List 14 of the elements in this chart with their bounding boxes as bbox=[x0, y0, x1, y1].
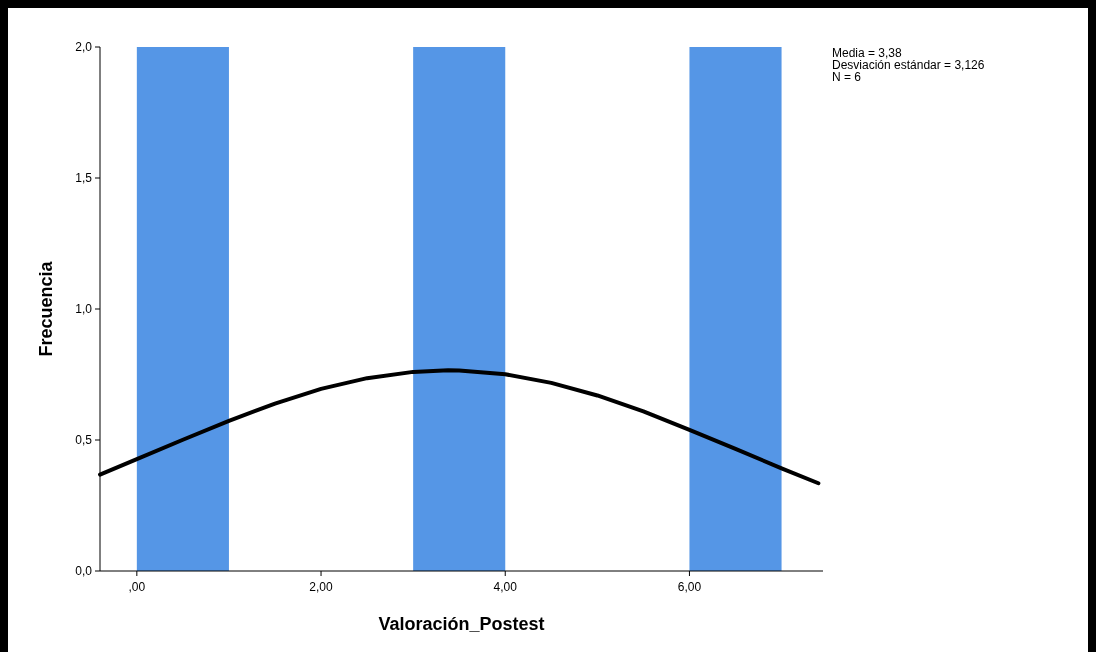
y-axis-title: Frecuencia bbox=[36, 260, 56, 357]
y-tick-label: 2,0 bbox=[75, 40, 93, 55]
y-tick-label: 1,0 bbox=[75, 302, 93, 317]
x-tick-label: 2,00 bbox=[309, 580, 334, 594]
x-tick-label: ,00 bbox=[128, 580, 146, 594]
x-tick-label: 6,00 bbox=[677, 580, 702, 594]
y-tick-label: 1,5 bbox=[75, 171, 93, 186]
x-tick-label: 4,00 bbox=[493, 580, 518, 594]
text: Desviación estándar = 3,126 bbox=[832, 58, 985, 72]
y-tick-label: 0,5 bbox=[75, 433, 93, 448]
y-tick-label: 0,0 bbox=[75, 564, 93, 579]
text: Media = 3,38 bbox=[832, 46, 903, 60]
x-axis-title: Valoración_Postest bbox=[378, 614, 545, 634]
text: N = 6 bbox=[832, 70, 862, 84]
